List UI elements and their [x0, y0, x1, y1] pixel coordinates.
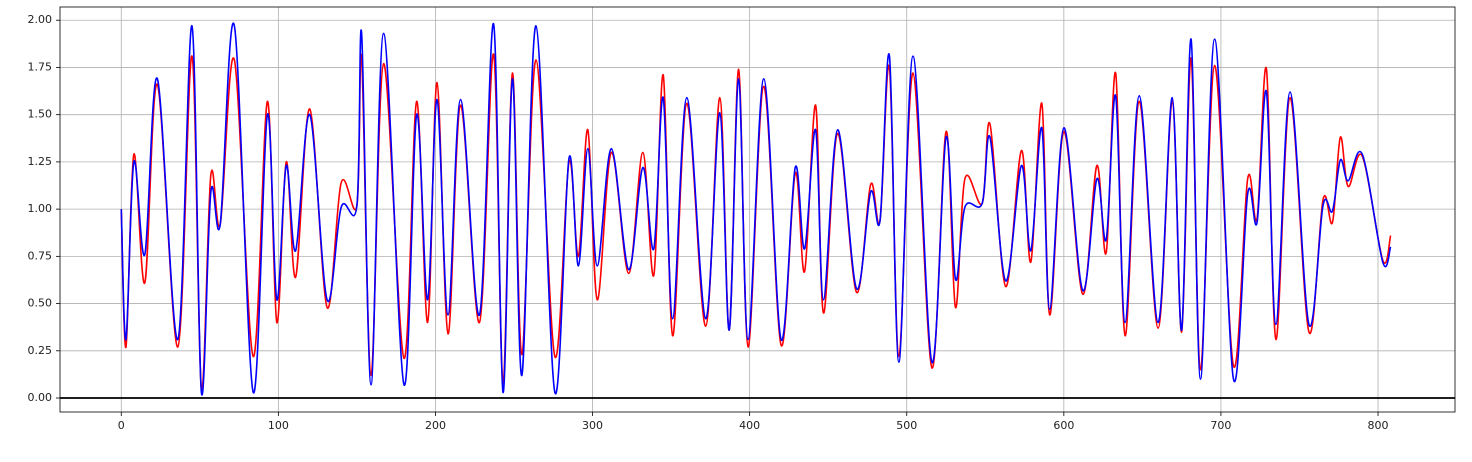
x-tick-label: 400 — [739, 419, 760, 432]
y-tick-label: 1.50 — [28, 108, 53, 121]
plot-layer: 0.00 0.25 0.50 0.75 1.00 1.25 1.50 1.75 2.00 0 100… — [28, 7, 1455, 432]
x-tick-label: 800 — [1368, 419, 1389, 432]
y-tick-label: 0.25 — [28, 344, 53, 357]
y-tick-label: 0.00 — [28, 391, 53, 404]
y-tick-label: 0.75 — [28, 249, 53, 262]
x-tick-label: 600 — [1053, 419, 1074, 432]
y-tick-label: 1.00 — [28, 202, 53, 215]
x-tick-label: 200 — [425, 419, 446, 432]
series-line — [120, 22, 1392, 396]
x-tick-label: 700 — [1210, 419, 1231, 432]
y-tick-label: 2.00 — [28, 13, 53, 26]
y-tick-label: 0.50 — [28, 297, 53, 310]
y-tick-label: 1.75 — [28, 60, 53, 73]
x-tick-label: 500 — [896, 419, 917, 432]
x-tick-label: 0 — [118, 419, 125, 432]
series-line — [120, 53, 1392, 391]
y-tick-label: 1.25 — [28, 155, 53, 168]
x-tick-label: 100 — [268, 419, 289, 432]
axes-frame — [59, 6, 1456, 413]
x-tick-label: 300 — [582, 419, 603, 432]
